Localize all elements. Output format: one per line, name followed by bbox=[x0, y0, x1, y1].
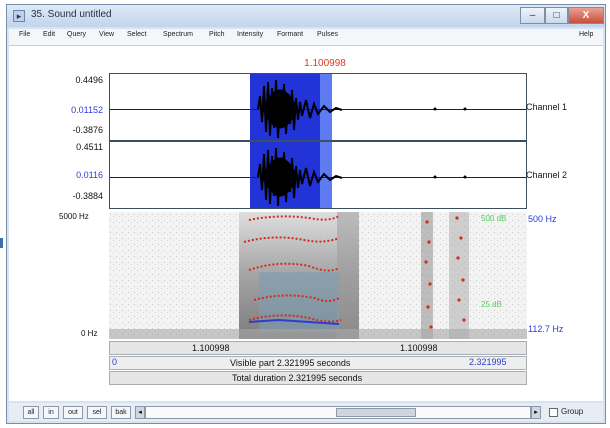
menu-pitch[interactable]: Pitch bbox=[209, 31, 225, 38]
group-checkbox[interactable] bbox=[549, 408, 558, 417]
visible-part-row[interactable]: Visible part 2.321995 seconds bbox=[109, 356, 527, 370]
time-ruler-row[interactable]: 1.100998 1.100998 bbox=[109, 341, 527, 355]
zoom-out-button[interactable]: out bbox=[63, 406, 83, 419]
menu-select[interactable]: Select bbox=[127, 31, 147, 38]
zero-line bbox=[110, 109, 526, 110]
channel-2-waveform[interactable] bbox=[109, 141, 527, 209]
menu-bar: File Edit Query View Select Spectrum Pit… bbox=[9, 29, 603, 46]
minimize-button[interactable]: – bbox=[520, 7, 545, 24]
channel-1-label: Channel 1 bbox=[526, 102, 568, 112]
menu-formant[interactable]: Formant bbox=[277, 31, 304, 38]
menu-view[interactable]: View bbox=[99, 31, 115, 38]
maximize-button[interactable]: □ bbox=[545, 7, 568, 24]
desktop-edge-marker bbox=[0, 238, 3, 248]
intensity-top-label: 500 dB bbox=[481, 214, 507, 223]
pitch-value-label: 112.7 Hz bbox=[528, 324, 564, 334]
menu-pulses[interactable]: Pulses bbox=[317, 31, 339, 38]
menu-intensity[interactable]: Intensity bbox=[237, 31, 264, 38]
intensity-bottom-label: 25 dB bbox=[481, 300, 502, 309]
close-button[interactable]: X bbox=[568, 7, 604, 24]
scroll-right-icon[interactable]: ▸ bbox=[531, 406, 541, 419]
scrollbar-thumb[interactable] bbox=[336, 408, 416, 417]
ch2-mid-label: 0.0116 bbox=[76, 170, 103, 180]
visible-part-label: Visible part 2.321995 seconds bbox=[230, 358, 351, 368]
spectrogram-panel[interactable] bbox=[109, 212, 527, 339]
spectrogram-top-freq: 5000 Hz bbox=[59, 212, 89, 221]
ch1-max-label: 0.4496 bbox=[75, 75, 103, 85]
window-title: 35. Sound untitled bbox=[31, 9, 112, 20]
group-label: Group bbox=[561, 407, 584, 416]
total-duration-label: Total duration 2.321995 seconds bbox=[232, 373, 363, 383]
visible-start-label: 0 bbox=[112, 357, 118, 367]
spectrogram-bottom-freq: 0 Hz bbox=[81, 329, 98, 338]
channel-1-waveform[interactable] bbox=[109, 73, 527, 141]
sound-editor-window: ▸ 35. Sound untitled – □ X File Edit Que… bbox=[6, 4, 606, 424]
zoom-in-button[interactable]: in bbox=[43, 406, 59, 419]
channel-2-label: Channel 2 bbox=[526, 170, 568, 180]
waveform-ch2 bbox=[257, 147, 467, 207]
ch1-min-label: -0.3876 bbox=[72, 125, 103, 135]
zoom-back-button[interactable]: bak bbox=[111, 406, 131, 419]
menu-edit[interactable]: Edit bbox=[43, 31, 56, 38]
scroll-left-icon[interactable]: ◂ bbox=[135, 406, 145, 419]
editor-content: 1.100998 0.4496 0.01152 -0.3876 0.4511 0… bbox=[9, 46, 603, 401]
menu-help[interactable]: Help bbox=[579, 31, 594, 38]
cursor-time-readout: 1.100998 bbox=[304, 58, 346, 69]
ch2-max-label: 0.4511 bbox=[76, 142, 103, 152]
zoom-toolbar: all in out sel bak ◂ ▸ Group bbox=[9, 403, 603, 421]
ch1-mid-label: 0.01152 bbox=[71, 105, 103, 115]
menu-file[interactable]: File bbox=[19, 31, 31, 38]
ch2-min-label: -0.3884 bbox=[72, 191, 103, 201]
visible-end-label: 2.321995 bbox=[469, 357, 507, 367]
title-bar[interactable]: ▸ 35. Sound untitled – □ X bbox=[7, 5, 605, 27]
zoom-sel-button[interactable]: sel bbox=[87, 406, 107, 419]
total-duration-row[interactable]: Total duration 2.321995 seconds bbox=[109, 371, 527, 385]
praat-app-icon[interactable]: ▸ bbox=[13, 10, 25, 22]
menu-query[interactable]: Query bbox=[67, 31, 87, 38]
zero-line-ch2 bbox=[110, 177, 526, 178]
spectrogram-image bbox=[109, 212, 527, 339]
menu-spectrum[interactable]: Spectrum bbox=[163, 31, 193, 38]
formant-top-freq: 500 Hz bbox=[528, 214, 557, 224]
time-scrollbar[interactable] bbox=[145, 406, 531, 419]
zoom-all-button[interactable]: all bbox=[23, 406, 39, 419]
time-left-label: 1.100998 bbox=[192, 343, 230, 353]
waveform-ch1 bbox=[257, 79, 467, 139]
time-right-label: 1.100998 bbox=[400, 343, 438, 353]
